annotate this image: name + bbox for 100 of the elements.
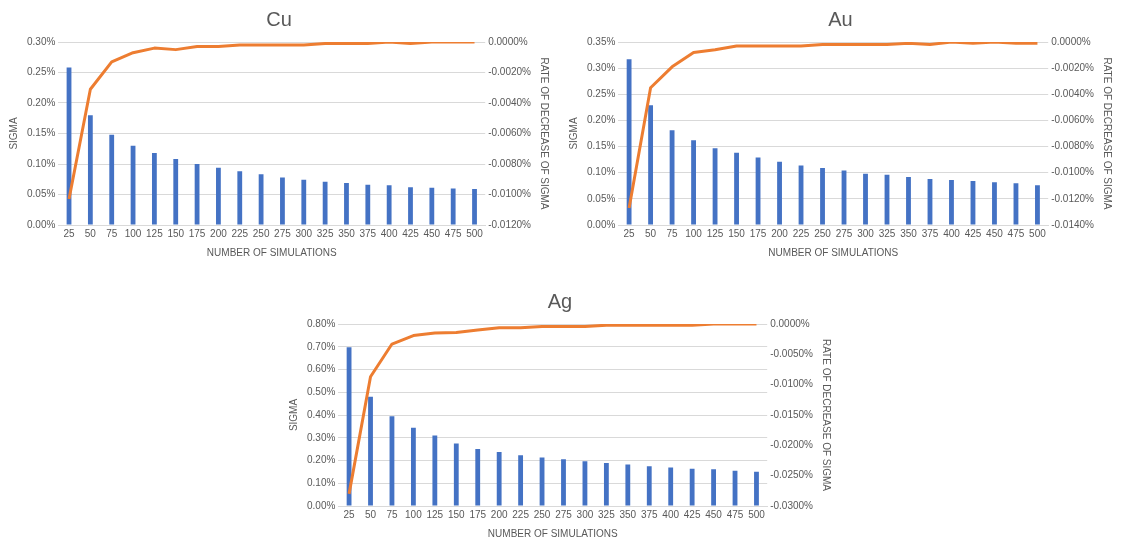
y2-tick-label: -0.0150% bbox=[770, 408, 814, 420]
x-tick-label: 200 bbox=[771, 227, 789, 239]
y-tick-label: 0.25% bbox=[27, 66, 56, 78]
y2-tick-label: -0.0040% bbox=[488, 96, 532, 108]
x-tick-label: 400 bbox=[380, 227, 398, 239]
bar bbox=[992, 182, 997, 225]
bar bbox=[561, 459, 566, 506]
x-tick-label: 300 bbox=[576, 508, 594, 520]
x-tick-label: 50 bbox=[364, 508, 377, 520]
x-tick-label: 125 bbox=[146, 227, 164, 239]
x-tick-label: 300 bbox=[857, 227, 875, 239]
x-tick-label: 250 bbox=[814, 227, 832, 239]
x-tick-label: 175 bbox=[749, 227, 767, 239]
bar bbox=[646, 466, 652, 506]
bar bbox=[301, 179, 307, 225]
x-tick-label: 225 bbox=[512, 508, 530, 520]
y2-tick-label: -0.0250% bbox=[770, 469, 814, 481]
y-tick-label: 0.10% bbox=[27, 157, 56, 169]
x-tick-label: 375 bbox=[921, 227, 939, 239]
x-tick-label: 350 bbox=[900, 227, 918, 239]
y-tick-label: 0.00% bbox=[587, 218, 616, 230]
y-tick-label: 0.10% bbox=[307, 477, 336, 488]
bar bbox=[711, 469, 716, 506]
bar bbox=[109, 134, 115, 225]
y2-tick-label: -0.0080% bbox=[488, 157, 532, 169]
y2-tick-label: -0.0100% bbox=[770, 378, 814, 390]
y-tick-label: 0.05% bbox=[27, 188, 56, 200]
bar bbox=[863, 173, 868, 225]
y2-tick-label: -0.0020% bbox=[488, 66, 532, 78]
x-tick-label: 150 bbox=[167, 227, 185, 239]
bar bbox=[1035, 185, 1040, 225]
x-tick-label: 250 bbox=[533, 508, 551, 520]
y2-tick-label: 0.0000% bbox=[770, 317, 810, 329]
x-tick-label: 450 bbox=[423, 227, 441, 239]
bar bbox=[368, 396, 373, 506]
x-tick-label: 100 bbox=[124, 227, 142, 239]
bar bbox=[344, 182, 349, 225]
x-tick-label: 325 bbox=[598, 508, 616, 520]
x-tick-label: 425 bbox=[964, 227, 982, 239]
bar bbox=[87, 115, 93, 225]
x-tick-label: 350 bbox=[338, 227, 356, 239]
x-tick-label: 450 bbox=[705, 508, 723, 520]
x-tick-label: 325 bbox=[878, 227, 896, 239]
bar bbox=[472, 189, 477, 225]
y-tick-label: 0.60% bbox=[307, 363, 336, 375]
x-tick-label: 150 bbox=[447, 508, 466, 520]
y2-tick-label: -0.0120% bbox=[488, 218, 532, 230]
bar bbox=[754, 471, 759, 506]
bar bbox=[949, 180, 954, 225]
x-tick-label: 450 bbox=[986, 227, 1004, 239]
y-tick-label: 0.70% bbox=[307, 340, 336, 352]
x-tick-label: 500 bbox=[748, 508, 766, 520]
x-tick-label: 225 bbox=[792, 227, 810, 239]
x-tick-label: 325 bbox=[316, 227, 334, 239]
x-tick-label: 275 bbox=[835, 227, 853, 239]
x-tick-label: 50 bbox=[84, 227, 97, 239]
x-tick-label: 25 bbox=[63, 227, 76, 239]
y2-tick-label: -0.0080% bbox=[1051, 140, 1095, 152]
bar bbox=[603, 463, 609, 506]
x-tick-label: 25 bbox=[623, 227, 636, 239]
y-tick-label: 0.15% bbox=[27, 127, 56, 139]
x-tick-label: 75 bbox=[106, 227, 118, 239]
y-tick-label: 0.25% bbox=[587, 88, 616, 100]
bar bbox=[429, 187, 435, 225]
y-tick-label: 0.00% bbox=[27, 218, 56, 230]
y2-tick-label: -0.0020% bbox=[1051, 61, 1095, 73]
x-tick-label: 100 bbox=[405, 508, 423, 520]
bar bbox=[626, 59, 632, 225]
y2-tick-label: -0.0060% bbox=[1051, 114, 1095, 126]
bar bbox=[280, 177, 285, 225]
x-tick-label: 350 bbox=[619, 508, 637, 520]
bar bbox=[777, 161, 782, 225]
bar bbox=[365, 184, 371, 225]
x-tick-label: 200 bbox=[490, 508, 508, 520]
x-tick-label: 250 bbox=[252, 227, 270, 239]
x-tick-label: 125 bbox=[706, 227, 724, 239]
bar bbox=[475, 448, 481, 506]
y-tick-label: 0.20% bbox=[307, 454, 336, 466]
y2-tick-label: -0.0050% bbox=[770, 348, 814, 360]
y2-axis-title: RATE OF DECREASE OF SIGMA bbox=[821, 338, 833, 492]
bar bbox=[496, 452, 502, 506]
y2-tick-label: -0.0040% bbox=[1051, 88, 1095, 100]
x-tick-label: 50 bbox=[645, 227, 657, 239]
bar bbox=[173, 159, 179, 225]
y-tick-label: 0.30% bbox=[307, 431, 336, 443]
y-tick-label: 0.15% bbox=[587, 140, 616, 152]
bar bbox=[410, 427, 416, 506]
y2-axis-title: RATE OF DECREASE OF SIGMA bbox=[539, 57, 551, 210]
x-tick-label: 125 bbox=[426, 508, 444, 520]
x-axis-title: NUMBER OF SIMULATIONS bbox=[206, 246, 338, 258]
bar bbox=[237, 171, 243, 225]
x-axis-title: NUMBER OF SIMULATIONS bbox=[768, 246, 899, 258]
bar bbox=[668, 467, 674, 506]
bar bbox=[216, 167, 221, 225]
x-tick-label: 225 bbox=[231, 227, 249, 239]
x-tick-label: 275 bbox=[555, 508, 573, 520]
y-tick-label: 0.10% bbox=[587, 166, 616, 178]
x-tick-label: 150 bbox=[728, 227, 746, 239]
bar bbox=[322, 181, 328, 225]
y-axis-title: SIGMA bbox=[7, 117, 19, 150]
